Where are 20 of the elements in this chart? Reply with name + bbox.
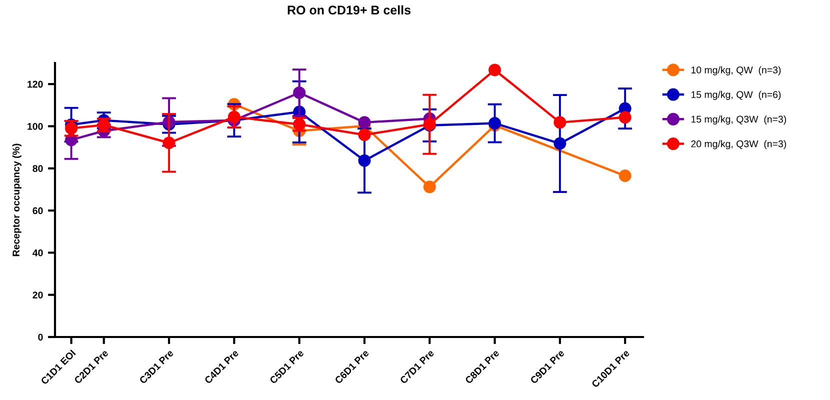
y-tick-label: 20 xyxy=(32,292,43,298)
point xyxy=(488,64,502,76)
point xyxy=(618,170,632,182)
y-tick-label: 120 xyxy=(28,80,43,88)
legend-label: 15 mg/kg, Q3W (n=3) xyxy=(691,116,786,125)
y-tick-label: 80 xyxy=(32,165,43,172)
point xyxy=(618,111,632,124)
y-tick-label: 0 xyxy=(38,334,43,341)
y-tick-label: 40 xyxy=(32,249,43,256)
legend-label: 10 mg/kg, QW (n=3) xyxy=(691,66,781,76)
y-tick-label: 60 xyxy=(32,207,43,214)
y-axis-title: Receptor occupancy (%) xyxy=(12,144,22,256)
legend-label: 15 mg/kg, QW (n=6) xyxy=(691,90,781,100)
point xyxy=(423,180,436,194)
y-tick-label: 100 xyxy=(28,122,43,130)
chart-title: RO on CD19+ B cells xyxy=(288,5,410,15)
point xyxy=(358,116,371,129)
legend-label: 20 mg/kg, Q3W (n=3) xyxy=(691,140,786,150)
point xyxy=(554,116,566,129)
point xyxy=(358,128,371,142)
